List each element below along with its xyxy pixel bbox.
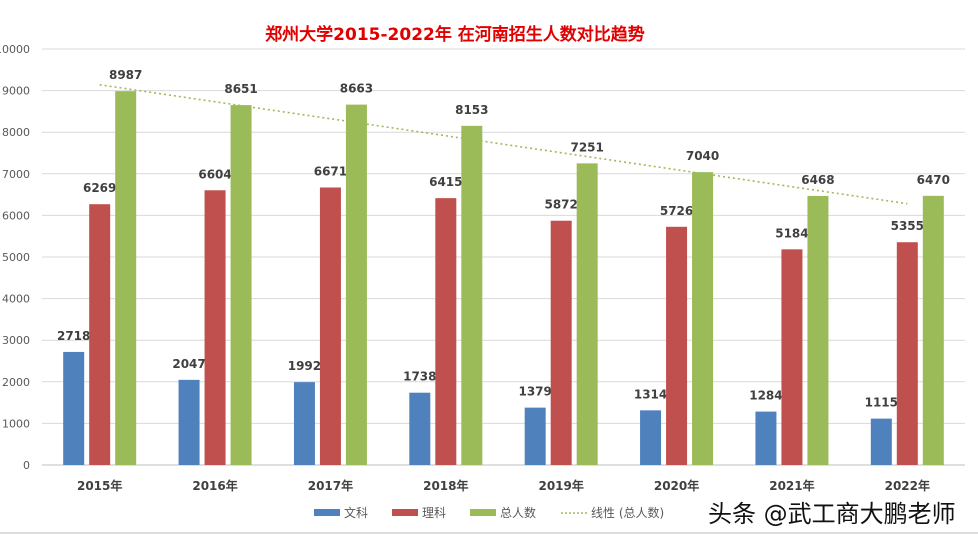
data-label: 2718 [57, 329, 90, 343]
bar-总人数 [807, 195, 829, 465]
data-label: 8663 [340, 82, 373, 96]
data-label: 5355 [891, 219, 924, 233]
bar-总人数 [230, 105, 252, 465]
data-label: 5184 [775, 226, 808, 240]
bar-文科 [178, 379, 200, 465]
y-tick-label: 6000 [2, 209, 30, 222]
bar-总人数 [922, 195, 944, 465]
bar-理科 [319, 187, 341, 466]
y-tick-label: 7000 [2, 168, 30, 181]
bar-总人数 [345, 104, 367, 465]
x-tick-label: 2021年 [769, 478, 814, 493]
x-tick-label: 2015年 [77, 478, 122, 493]
x-tick-label: 2017年 [308, 478, 353, 493]
bar-总人数 [576, 163, 598, 465]
y-tick-label: 10000 [0, 43, 30, 56]
data-label: 8153 [455, 103, 488, 117]
x-tick-label: 2019年 [538, 478, 583, 493]
data-label: 7251 [570, 140, 603, 154]
y-tick-label: 2000 [2, 376, 30, 389]
bar-文科 [293, 382, 315, 465]
y-tick-label: 8000 [2, 126, 30, 139]
legend-label: 文科 [344, 505, 368, 520]
bar-文科 [640, 410, 662, 465]
x-tick-label: 2018年 [423, 478, 468, 493]
legend-label: 总人数 [500, 505, 536, 520]
data-label: 5872 [544, 198, 577, 212]
data-label: 6468 [801, 173, 834, 187]
watermark: 头条 @武工商大鹏老师 [708, 500, 956, 528]
y-tick-label: 1000 [2, 417, 30, 430]
y-tick-label: 4000 [2, 293, 30, 306]
y-tick-label: 5000 [2, 251, 30, 264]
data-label: 6604 [198, 167, 231, 181]
bar-文科 [524, 407, 546, 465]
data-label: 8651 [224, 82, 257, 96]
data-label: 7040 [686, 149, 719, 163]
data-label: 1379 [518, 385, 551, 399]
x-tick-label: 2016年 [192, 478, 237, 493]
bar-文科 [409, 392, 431, 465]
data-label: 1992 [288, 359, 321, 373]
data-label: 6671 [314, 164, 347, 178]
chart-title: 郑州大学2015-2022年 在河南招生人数对比趋势 [265, 25, 645, 45]
bar-理科 [781, 249, 803, 465]
bar-理科 [89, 204, 111, 465]
bar-总人数 [461, 125, 483, 465]
data-label: 1115 [865, 396, 898, 410]
data-label: 5726 [660, 204, 693, 218]
legend-swatch-理科 [392, 509, 418, 516]
bar-理科 [204, 190, 226, 465]
bar-理科 [896, 242, 918, 465]
legend-label: 理科 [422, 506, 446, 520]
y-tick-label: 3000 [2, 334, 30, 347]
y-tick-label: 0 [23, 459, 30, 472]
divider [0, 532, 978, 534]
data-label: 6415 [429, 175, 462, 189]
data-label: 6470 [917, 173, 950, 187]
bar-文科 [870, 418, 892, 465]
data-label: 1738 [403, 370, 436, 384]
bar-理科 [666, 226, 688, 465]
x-tick-label: 2020年 [654, 478, 699, 493]
y-tick-label: 9000 [2, 85, 30, 98]
data-label: 8987 [109, 68, 142, 82]
bar-总人数 [692, 172, 714, 466]
data-label: 1314 [634, 387, 667, 401]
bar-理科 [550, 220, 572, 465]
bar-文科 [63, 351, 85, 465]
bar-文科 [755, 411, 777, 465]
data-label: 1284 [749, 389, 782, 403]
data-label: 6269 [83, 181, 116, 195]
legend-swatch-文科 [314, 509, 340, 516]
bar-理科 [435, 198, 457, 466]
legend-swatch-总人数 [470, 509, 496, 516]
trendline [99, 83, 908, 205]
data-label: 2047 [172, 357, 205, 371]
x-tick-label: 2022年 [885, 478, 930, 493]
legend-label: 线性 (总人数) [591, 505, 664, 520]
bar-总人数 [115, 91, 137, 465]
